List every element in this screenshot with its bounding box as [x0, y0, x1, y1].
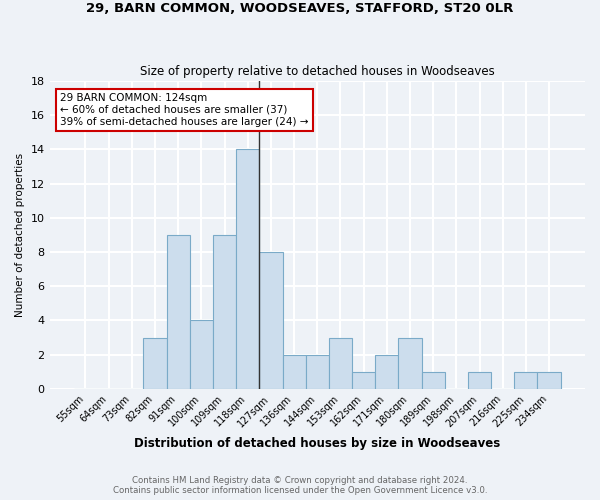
Bar: [514, 372, 538, 389]
Bar: [143, 338, 167, 389]
Bar: [422, 372, 445, 389]
Bar: [375, 354, 398, 389]
Bar: [398, 338, 422, 389]
Bar: [259, 252, 283, 389]
Bar: [305, 354, 329, 389]
Bar: [167, 235, 190, 389]
Bar: [236, 150, 259, 389]
Bar: [190, 320, 213, 389]
X-axis label: Distribution of detached houses by size in Woodseaves: Distribution of detached houses by size …: [134, 437, 500, 450]
Bar: [352, 372, 375, 389]
Text: Contains HM Land Registry data © Crown copyright and database right 2024.
Contai: Contains HM Land Registry data © Crown c…: [113, 476, 487, 495]
Bar: [329, 338, 352, 389]
Bar: [468, 372, 491, 389]
Y-axis label: Number of detached properties: Number of detached properties: [15, 153, 25, 317]
Text: 29 BARN COMMON: 124sqm
← 60% of detached houses are smaller (37)
39% of semi-det: 29 BARN COMMON: 124sqm ← 60% of detached…: [60, 94, 309, 126]
Bar: [538, 372, 560, 389]
Bar: [213, 235, 236, 389]
Title: Size of property relative to detached houses in Woodseaves: Size of property relative to detached ho…: [140, 66, 494, 78]
Bar: [283, 354, 305, 389]
Text: 29, BARN COMMON, WOODSEAVES, STAFFORD, ST20 0LR: 29, BARN COMMON, WOODSEAVES, STAFFORD, S…: [86, 2, 514, 16]
